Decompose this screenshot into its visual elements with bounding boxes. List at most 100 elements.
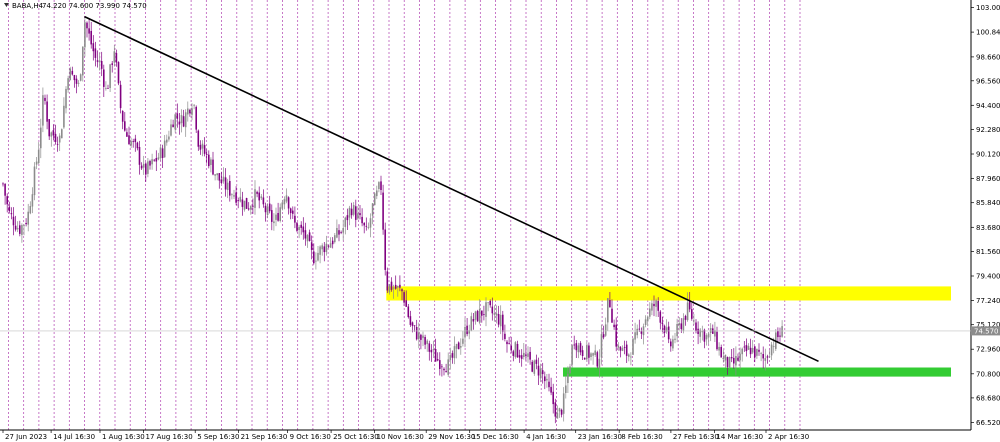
- bull-candle: [193, 104, 195, 106]
- bear-candle: [212, 159, 214, 175]
- bear-candle: [155, 158, 158, 162]
- bear-candle: [19, 225, 21, 234]
- bear-candle: [481, 310, 483, 316]
- bull-candle: [273, 221, 275, 224]
- bull-candle: [157, 157, 160, 160]
- bear-candle: [4, 183, 6, 196]
- bear-candle: [145, 163, 147, 175]
- bull-candle: [649, 308, 651, 317]
- bull-candle: [621, 348, 624, 351]
- bear-candle: [743, 346, 746, 348]
- y-tick-label: 72.960: [976, 346, 1000, 354]
- bull-candle: [686, 302, 689, 321]
- bear-candle: [287, 197, 290, 209]
- bull-candle: [705, 335, 708, 340]
- bear-candle: [552, 391, 554, 405]
- bear-candle: [289, 208, 292, 214]
- bull-candle: [453, 346, 456, 359]
- bear-candle: [394, 284, 397, 289]
- bull-candle: [699, 329, 701, 337]
- bull-candle: [527, 353, 529, 357]
- bull-candle: [342, 228, 344, 233]
- bear-candle: [688, 300, 691, 310]
- bear-candle: [777, 330, 779, 338]
- bull-candle: [63, 105, 65, 128]
- bear-candle: [466, 325, 468, 335]
- bear-candle: [121, 110, 124, 122]
- bull-candle: [42, 95, 44, 126]
- bear-candle: [670, 341, 672, 347]
- bear-candle: [208, 154, 210, 167]
- bull-candle: [226, 182, 229, 190]
- bull-candle: [33, 166, 36, 196]
- y-tick-label: 90.120: [976, 151, 1000, 159]
- bull-candle: [533, 360, 536, 374]
- bear-candle: [411, 322, 414, 326]
- bear-candle: [684, 316, 687, 320]
- bull-candle: [735, 356, 737, 366]
- bull-candle: [23, 225, 25, 226]
- bull-candle: [334, 235, 336, 243]
- bull-candle: [493, 313, 496, 315]
- bull-candle: [781, 326, 783, 337]
- bear-candle: [224, 177, 227, 190]
- bear-candle: [390, 281, 393, 290]
- bull-candle: [644, 319, 647, 325]
- bull-candle: [109, 64, 111, 88]
- bull-candle: [539, 368, 542, 379]
- bear-candle: [510, 345, 512, 351]
- x-tick-label: 17 Aug 16:30: [146, 433, 193, 441]
- bull-candle: [646, 316, 649, 322]
- bear-candle: [12, 216, 15, 226]
- bull-candle: [464, 327, 466, 338]
- bear-candle: [476, 311, 479, 322]
- bull-candle: [747, 345, 750, 350]
- collapse-triangle-icon[interactable]: [4, 3, 9, 7]
- bear-candle: [136, 142, 139, 149]
- bull-candle: [321, 245, 323, 250]
- bull-candle: [478, 308, 481, 323]
- bull-candle: [283, 199, 286, 205]
- bear-candle: [573, 344, 575, 346]
- bear-candle: [161, 148, 164, 158]
- bear-candle: [264, 205, 267, 213]
- bear-candle: [407, 306, 410, 318]
- bear-candle: [609, 300, 611, 308]
- bear-candle: [71, 70, 74, 75]
- bear-candle: [602, 334, 605, 338]
- x-tick-label: 2 Apr 16:30: [768, 433, 809, 441]
- bull-candle: [739, 353, 741, 361]
- bear-candle: [220, 179, 223, 184]
- bear-candle: [502, 314, 504, 332]
- bear-candle: [294, 215, 296, 223]
- bear-candle: [86, 22, 88, 29]
- bull-candle: [577, 345, 580, 353]
- bear-candle: [8, 206, 11, 212]
- bull-candle: [714, 330, 716, 337]
- bull-candle: [367, 227, 370, 228]
- chart-ohlc: 74.220 74.600 73.990 74.570: [42, 2, 147, 10]
- bull-candle: [352, 205, 355, 215]
- bear-candle: [733, 357, 735, 364]
- bull-candle: [449, 355, 452, 361]
- bear-candle: [149, 161, 151, 166]
- bear-candle: [415, 327, 418, 340]
- bear-candle: [588, 345, 590, 358]
- bear-candle: [92, 43, 95, 52]
- bear-candle: [472, 319, 475, 322]
- bull-candle: [50, 132, 53, 137]
- bull-candle: [693, 320, 695, 322]
- bear-candle: [434, 349, 437, 362]
- bull-candle: [260, 196, 263, 199]
- bear-candle: [623, 347, 626, 348]
- bear-candle: [365, 225, 368, 227]
- descending-trendline[interactable]: [84, 15, 819, 363]
- bear-candle: [436, 359, 439, 361]
- bull-candle: [180, 115, 183, 124]
- bear-candle: [195, 106, 197, 130]
- bull-candle: [455, 344, 458, 349]
- bull-candle: [676, 324, 678, 337]
- y-tick-label: 92.280: [976, 126, 1000, 134]
